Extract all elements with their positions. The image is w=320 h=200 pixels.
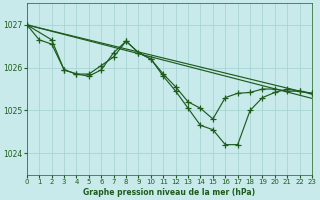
X-axis label: Graphe pression niveau de la mer (hPa): Graphe pression niveau de la mer (hPa) [84, 188, 256, 197]
